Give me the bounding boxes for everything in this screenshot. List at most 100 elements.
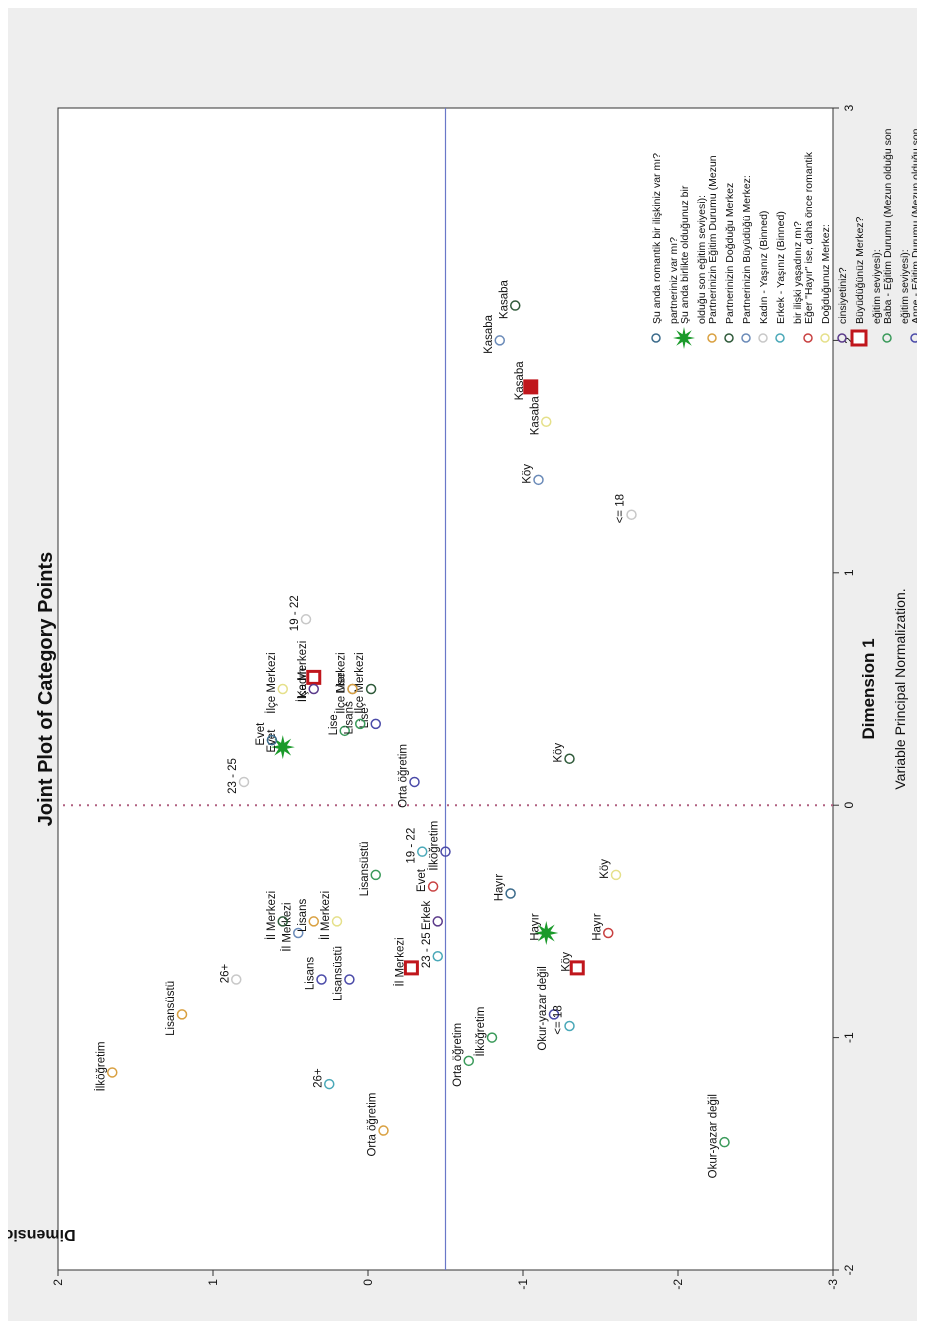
point-marker <box>564 753 575 764</box>
legend-swatch <box>724 333 734 343</box>
legend-label: eğitim seviyesi): <box>871 249 883 324</box>
point-marker <box>569 960 585 976</box>
legend-item: Şu anda birlikte olduğunuz birpartnerini… <box>668 185 695 349</box>
point-label: 23 - 25 <box>227 758 239 794</box>
point-label: İl Merkezi <box>393 937 406 986</box>
point-marker <box>293 927 304 939</box>
legend-item: Partnerinizin Doğduğu Merkez <box>724 183 736 343</box>
point-label: İlköğretim <box>428 821 441 871</box>
point-marker <box>409 776 420 788</box>
point-label: Evet <box>266 729 278 753</box>
y-tick-label: 2 <box>51 1279 65 1286</box>
legend-label: Erkek - Yaşınız (Binned) <box>775 211 787 324</box>
legend-item: Partnerinizin Büyüdüğü Merkez: <box>741 175 753 343</box>
point-label: Okur-yazar değil <box>537 966 549 1050</box>
point-marker <box>316 974 327 985</box>
point-label: İlçe Merkezi <box>353 652 366 713</box>
point-marker <box>417 846 428 857</box>
point-label: <= 18 <box>615 494 627 523</box>
legend-label: partneriniz var mı? <box>668 237 680 324</box>
point-marker <box>355 718 366 730</box>
legend-item: Partnerinizin Eğitim Durumu (Mezunolduğu… <box>696 155 719 343</box>
point-label: İlçe Merkezi <box>335 652 348 713</box>
legend-item: cinsiyetiniz? <box>837 267 849 343</box>
legend-label: Doğduğunuz Merkez: <box>820 224 832 324</box>
point-label: Lisansüstü <box>332 946 344 1001</box>
legend-label: Baba - Eğitim Durumu (Mezun olduğu son <box>882 128 894 324</box>
point-label: İl Merkezi <box>280 902 293 951</box>
legend-label: Şu anda birlikte olduğunuz bir <box>679 185 691 324</box>
point-marker <box>505 888 516 899</box>
point-marker <box>176 1009 188 1020</box>
legend-label: bir ilişki yaşadınız mı? <box>792 221 804 324</box>
legend-label: Kadın - Yaşınız (Binned) <box>758 211 770 324</box>
point-label: Evet <box>255 722 267 746</box>
point-label: Lise <box>328 714 340 735</box>
point-marker <box>238 776 250 788</box>
y-tick-label: -2 <box>671 1279 685 1290</box>
legend-label: Büyüdüğünüz Merkez? <box>854 216 866 324</box>
point-label: Kasaba <box>529 396 541 436</box>
legend-swatch <box>651 333 661 343</box>
footnote: Variable Principal Normalization. <box>892 588 908 789</box>
point-label: Erkek <box>421 900 433 930</box>
legend-swatch <box>882 333 892 343</box>
legend-label: cinsiyetiniz? <box>837 267 849 324</box>
y-tick-label: 0 <box>361 1279 375 1286</box>
legend: Anne - Eğitim Durumu (Mezun olduğu soneğ… <box>651 128 917 349</box>
legend-swatch <box>820 333 830 343</box>
point-marker <box>347 683 358 695</box>
point-marker <box>548 1009 560 1020</box>
legend-item: Eğer "Hayır" ise, daha önce romantikbir … <box>792 151 815 343</box>
point-marker <box>344 974 355 985</box>
point-label: Lisans <box>297 899 309 932</box>
point-label: Okur-yazar değil <box>708 1094 720 1178</box>
point-marker <box>266 734 278 746</box>
point-marker <box>463 1055 474 1067</box>
point-label: Lisans <box>343 701 355 734</box>
point-marker <box>427 881 439 892</box>
point-marker <box>510 300 521 311</box>
point-marker <box>626 509 637 520</box>
legend-label: Partnerinizin Eğitim Durumu (Mezun <box>707 155 719 324</box>
x-tick-label: -1 <box>842 1032 856 1043</box>
legend-item: Şu anda romantik bir ilişkiniz var mı? <box>651 153 663 343</box>
legend-swatch <box>803 333 813 343</box>
point-label: Lisans <box>305 957 317 990</box>
legend-swatch <box>837 333 847 343</box>
x-tick-label: 0 <box>842 802 856 809</box>
point-label: Orta öğretim <box>398 744 410 808</box>
legend-label: eğitim seviyesi): <box>899 249 911 324</box>
point-label: Orta öğretim <box>452 1023 464 1087</box>
point-label: Kasaba <box>483 314 495 354</box>
point-label: Hayır <box>591 913 603 941</box>
x-tick-label: 2 <box>842 337 856 344</box>
point-marker <box>277 916 288 927</box>
point-label: Köy <box>599 859 611 879</box>
point-marker <box>610 869 622 881</box>
legend-swatch <box>850 329 868 347</box>
legend-item: Kadın - Yaşınız (Binned) <box>758 211 770 343</box>
point-label: 19 - 22 <box>405 828 417 864</box>
point-label: 26+ <box>219 963 231 983</box>
point-marker <box>378 1125 389 1136</box>
point-label: Kadın <box>297 668 309 698</box>
point-marker <box>403 960 419 976</box>
chart-title: Joint Plot of Category Points <box>35 552 57 826</box>
point-marker <box>486 1032 498 1043</box>
legend-item: Anne - Eğitim Durumu (Mezun olduğu soneğ… <box>899 128 917 343</box>
legend-label: Partnerinizin Büyüdüğü Merkez: <box>741 175 753 324</box>
point-marker <box>331 916 343 927</box>
point-label: Hayır <box>529 913 541 941</box>
x-axis-label: Dimension 1 <box>859 638 878 739</box>
point-label: Köy <box>522 464 534 484</box>
x-tick-label: 3 <box>842 104 856 111</box>
legend-label: Eğer "Hayır" ise, daha önce romantik <box>803 151 815 324</box>
legend-swatch <box>910 333 917 343</box>
point-label: Köy <box>553 743 565 763</box>
x-tick-label: -2 <box>842 1264 856 1275</box>
legend-item: Erkek - Yaşınız (Binned) <box>775 211 787 343</box>
legend-label: Partnerinizin Doğduğu Merkez <box>724 183 736 324</box>
legend-label: Şu anda romantik bir ilişkiniz var mı? <box>651 153 663 324</box>
joint-plot-chart: Joint Plot of Category Points Dimension … <box>8 104 917 1290</box>
